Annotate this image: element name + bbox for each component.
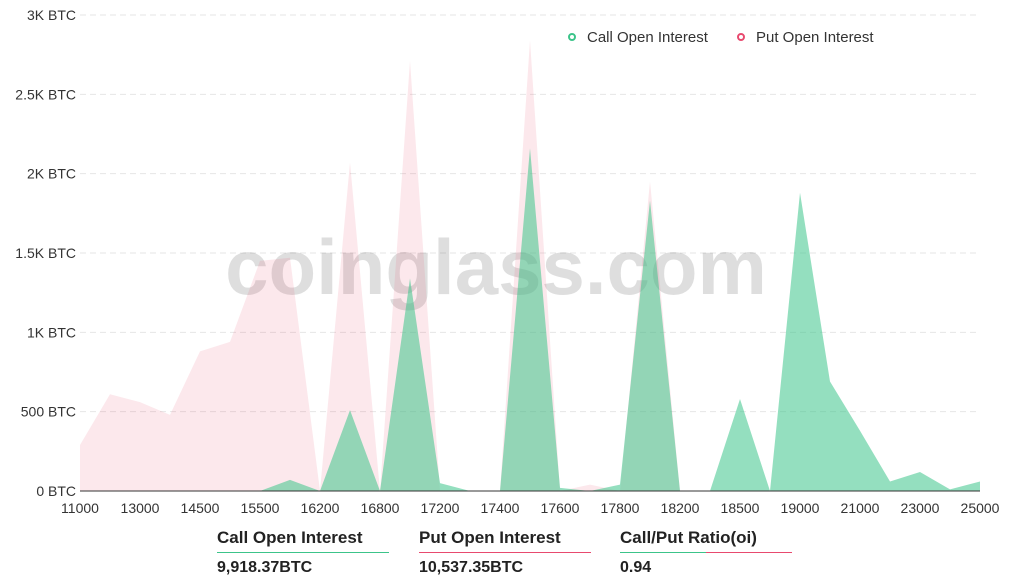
stat-call-put-ratio: Call/Put Ratio(oi) 0.94 bbox=[620, 526, 792, 579]
stat-value: 0.94 bbox=[620, 559, 652, 576]
stat-underline bbox=[620, 552, 792, 553]
x-tick-label: 15500 bbox=[241, 500, 280, 516]
legend-label-put: Put Open Interest bbox=[756, 29, 874, 46]
y-tick-label: 1.5K BTC bbox=[15, 245, 76, 261]
x-tick-label: 18500 bbox=[721, 500, 760, 516]
legend-marker-put bbox=[737, 33, 745, 41]
x-tick-label: 17800 bbox=[601, 500, 640, 516]
x-tick-label: 16200 bbox=[301, 500, 340, 516]
watermark: coinglass.com bbox=[225, 223, 767, 311]
x-tick-label: 18200 bbox=[661, 500, 700, 516]
x-tick-label: 17600 bbox=[541, 500, 580, 516]
legend: Call Open Interest Put Open Interest bbox=[568, 29, 874, 46]
series-area-call bbox=[80, 148, 980, 491]
stat-underline bbox=[217, 552, 389, 553]
x-tick-label: 17400 bbox=[481, 500, 520, 516]
x-tick-label: 21000 bbox=[841, 500, 880, 516]
stat-label: Call Open Interest bbox=[217, 528, 363, 547]
x-tick-label: 14500 bbox=[181, 500, 220, 516]
y-tick-label: 1K BTC bbox=[27, 324, 76, 340]
stat-call-oi: Call Open Interest 9,918.37BTC bbox=[217, 526, 389, 579]
stat-underline bbox=[419, 552, 591, 553]
x-tick-label: 16800 bbox=[361, 500, 400, 516]
y-tick-label: 2.5K BTC bbox=[15, 86, 76, 102]
open-interest-chart: 0 BTC 500 BTC 1K BTC 1.5K BTC 2K BTC 2.5K BTC… bbox=[15, 7, 1000, 516]
legend-marker-call bbox=[568, 33, 576, 41]
stat-value: 9,918.37BTC bbox=[217, 559, 313, 576]
x-tick-label: 19000 bbox=[781, 500, 820, 516]
x-tick-label: 23000 bbox=[901, 500, 940, 516]
x-tick-label: 13000 bbox=[121, 500, 160, 516]
y-tick-label: 2K BTC bbox=[27, 166, 76, 182]
stat-put-oi: Put Open Interest 10,537.35BTC bbox=[419, 526, 591, 579]
stat-label: Put Open Interest bbox=[419, 528, 561, 547]
stat-value: 10,537.35BTC bbox=[419, 559, 524, 576]
series-layer bbox=[80, 40, 980, 491]
x-tick-label: 25000 bbox=[961, 500, 1000, 516]
y-axis: 0 BTC 500 BTC 1K BTC 1.5K BTC 2K BTC 2.5K BTC… bbox=[15, 7, 76, 499]
stats-panel: Call Open Interest 9,918.37BTC Put Open … bbox=[0, 526, 1010, 586]
y-tick-label: 500 BTC bbox=[21, 404, 76, 420]
x-tick-label: 11000 bbox=[61, 500, 99, 516]
legend-label-call: Call Open Interest bbox=[587, 29, 709, 46]
y-tick-label: 0 BTC bbox=[36, 483, 76, 499]
stat-label: Call/Put Ratio(oi) bbox=[620, 528, 757, 547]
y-tick-label: 3K BTC bbox=[27, 7, 76, 23]
x-axis: 11000 13000 14500 15500 16200 16800 17200 17400… bbox=[61, 500, 1000, 516]
x-tick-label: 17200 bbox=[421, 500, 460, 516]
